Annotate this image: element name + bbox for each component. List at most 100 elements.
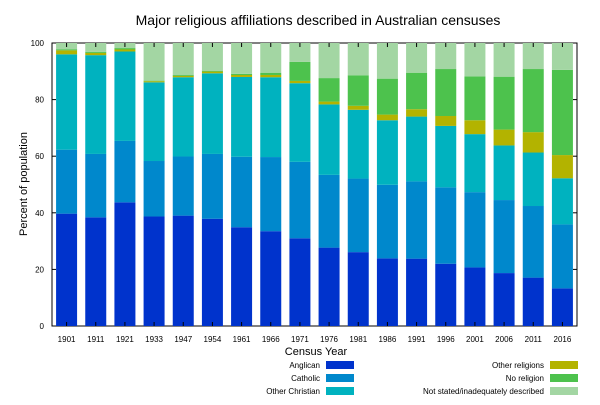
bar-segment: [551, 288, 573, 326]
bar-segment: [347, 105, 369, 110]
x-tick-label: 1986: [379, 335, 397, 344]
bar-segment: [464, 43, 486, 77]
bar-segment: [260, 72, 282, 75]
bar-segment: [114, 49, 136, 52]
bar-segment: [289, 161, 311, 239]
bar-segment: [85, 217, 107, 326]
y-tick-label: 40: [35, 209, 44, 218]
bar-segment: [260, 157, 282, 232]
bar-segment: [56, 54, 78, 150]
bar-segment: [289, 61, 311, 81]
x-tick-label: 1911: [87, 335, 105, 344]
bar-segment: [260, 74, 282, 78]
bar-segment: [201, 70, 223, 72]
bar-segment: [143, 80, 165, 82]
bar-segment: [114, 48, 136, 50]
legend: Anglican Catholic Other Christian Other rel…: [266, 361, 578, 396]
bar-segment: [143, 216, 165, 326]
bar-segment: [551, 178, 573, 225]
bar-segment: [143, 161, 165, 217]
bar-segment: [85, 51, 107, 53]
x-tick-label: 1954: [204, 335, 222, 344]
bar-segment: [289, 80, 311, 84]
bar-segment: [56, 49, 78, 51]
bar-segment: [114, 51, 136, 141]
bar-segment: [406, 72, 428, 110]
bar-segment: [231, 43, 253, 74]
bar-segment: [318, 104, 340, 175]
legend-swatch: [326, 387, 354, 395]
bar-segment: [464, 267, 486, 326]
x-tick-label: 2001: [466, 335, 484, 344]
bar-segment: [56, 149, 78, 214]
bar-segment: [318, 247, 340, 326]
bar-segment: [172, 75, 194, 78]
bar-segment: [522, 152, 544, 207]
bar-segment: [435, 116, 457, 126]
bar-segment: [376, 184, 398, 259]
bar-segment: [231, 227, 253, 326]
bar-segment: [493, 129, 515, 146]
legend-label: Catholic: [291, 374, 320, 383]
bar-segment: [318, 43, 340, 79]
x-tick-label: 2011: [525, 335, 543, 344]
bar-segment: [289, 238, 311, 326]
legend-swatch: [550, 387, 578, 395]
bar-segment: [114, 140, 136, 203]
y-axis: 0 20 40 60 80 100: [31, 39, 577, 331]
bar-segment: [85, 52, 107, 56]
legend-swatch: [550, 374, 578, 382]
bar-segment: [376, 120, 398, 185]
y-tick-label: 0: [40, 322, 45, 331]
bar-segment: [435, 187, 457, 264]
bar-segment: [231, 156, 253, 228]
bar-segment: [493, 43, 515, 77]
bar-segment: [406, 116, 428, 182]
bar-segment: [493, 76, 515, 130]
bar-segment: [318, 78, 340, 102]
bar-segment: [172, 77, 194, 157]
bar-segment: [172, 43, 194, 75]
bar-segment: [551, 155, 573, 179]
bar-segment: [551, 69, 573, 156]
bar-segment: [231, 73, 253, 75]
bar-segment: [376, 78, 398, 115]
bar-segment: [318, 101, 340, 105]
bar-segment: [347, 75, 369, 106]
x-tick-label: 1991: [408, 335, 426, 344]
x-tick-label: 1901: [58, 335, 76, 344]
bar-segment: [464, 192, 486, 268]
bar-segment: [551, 43, 573, 70]
bar-segment: [522, 277, 544, 326]
bar-segment: [347, 43, 369, 76]
bar-segment: [464, 134, 486, 193]
bar-segment: [522, 132, 544, 153]
y-axis-label: Percent of population: [18, 132, 30, 236]
bar-segment: [85, 55, 107, 154]
legend-label: Anglican: [289, 361, 320, 370]
bar-segment: [85, 153, 107, 218]
bar-segment: [231, 76, 253, 157]
legend-label: No religion: [506, 374, 544, 383]
bar-segment: [376, 43, 398, 79]
bar-segment: [406, 181, 428, 259]
bar-segment: [56, 50, 78, 55]
y-tick-label: 60: [35, 152, 44, 161]
legend-label: Not stated/inadequately described: [423, 387, 544, 396]
bar-segment: [435, 263, 457, 326]
x-axis-label: Census Year: [285, 346, 348, 358]
legend-label: Other Christian: [266, 387, 320, 396]
plot-frame: [51, 42, 578, 327]
bar-segment: [493, 200, 515, 274]
bar-segment: [347, 109, 369, 179]
bar-segment: [493, 273, 515, 326]
bar-segment: [289, 43, 311, 62]
bar-segment: [201, 153, 223, 219]
bar-segment: [172, 215, 194, 326]
x-tick-label: 1996: [437, 335, 455, 344]
bar-segment: [464, 120, 486, 135]
bar-segment: [143, 82, 165, 162]
bar-segment: [435, 43, 457, 70]
